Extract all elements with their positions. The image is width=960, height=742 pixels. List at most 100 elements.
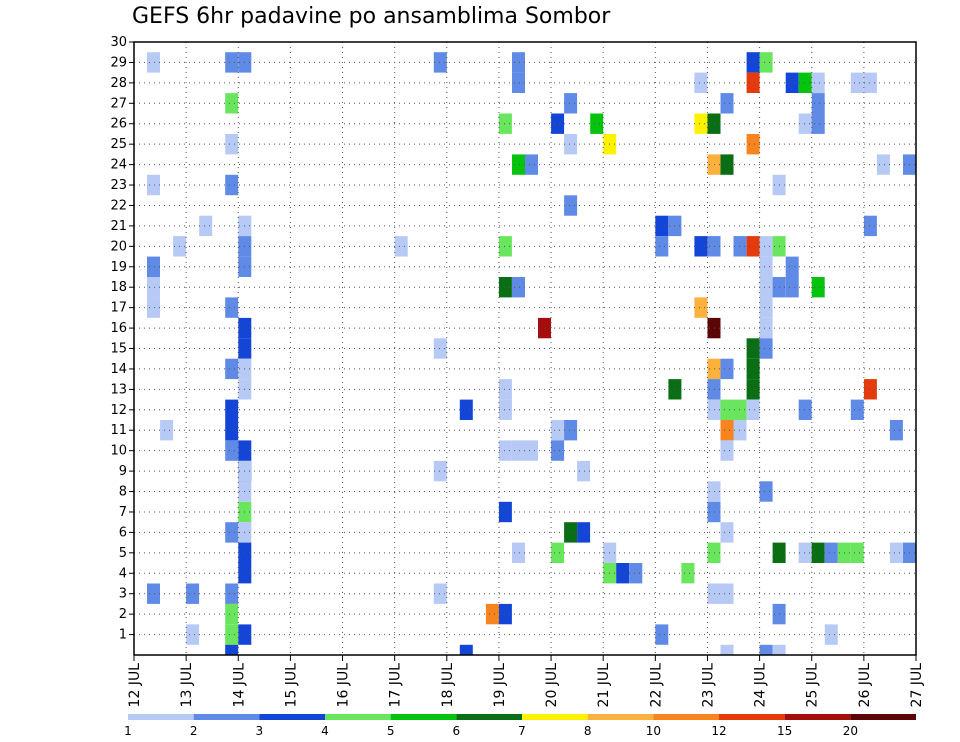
precip-cell xyxy=(746,52,760,73)
precip-cell xyxy=(811,113,825,134)
y-tick-label: 7 xyxy=(119,505,127,520)
x-tick-label: 19 JUL xyxy=(492,663,508,708)
colorbar-swatch xyxy=(522,714,588,720)
y-tick-label: 18 xyxy=(110,280,127,295)
colorbar-swatch xyxy=(259,714,325,720)
x-tick-label: 20 JUL xyxy=(544,663,560,708)
precip-cell xyxy=(577,460,591,482)
colorbar-label: 10 xyxy=(646,724,661,738)
precip-cell xyxy=(772,644,786,655)
colorbar-label: 8 xyxy=(584,724,592,738)
precip-cell xyxy=(720,644,734,655)
colorbar-label: 6 xyxy=(453,724,461,738)
y-tick-label: 20 xyxy=(110,239,127,254)
colorbar-label: 15 xyxy=(777,724,792,738)
precip-cell xyxy=(720,522,734,543)
precip-cell xyxy=(720,154,734,175)
precip-cell xyxy=(551,542,565,563)
precip-cell xyxy=(850,542,864,563)
precip-cell xyxy=(746,72,760,93)
precip-cell xyxy=(564,93,578,114)
precip-cell xyxy=(498,440,512,461)
precip-cell xyxy=(498,277,512,298)
precip-cell xyxy=(199,215,213,237)
colorbar-swatch xyxy=(587,714,654,720)
precip-cell xyxy=(759,317,773,339)
precip-cell xyxy=(225,93,239,114)
y-tick-label: 2 xyxy=(119,607,127,622)
x-tick-label: 27 JUL xyxy=(909,663,925,708)
y-tick-label: 27 xyxy=(110,96,127,111)
x-tick-label: 12 JUL xyxy=(127,663,143,708)
precip-cell xyxy=(824,542,838,563)
x-tick-label: 21 JUL xyxy=(596,663,612,708)
precip-cell xyxy=(433,583,447,604)
precip-cell xyxy=(720,583,734,604)
precip-cell xyxy=(850,72,864,93)
precip-cell xyxy=(811,542,825,563)
precip-cell xyxy=(225,420,239,441)
x-tick-label: 24 JUL xyxy=(753,663,769,708)
grid-layer xyxy=(134,41,916,655)
y-tick-label: 24 xyxy=(110,158,127,173)
precip-cell xyxy=(551,440,565,461)
colorbar-label: 20 xyxy=(843,724,858,738)
y-tick-label: 28 xyxy=(110,76,127,91)
precip-cell xyxy=(147,52,160,73)
y-tick-label: 10 xyxy=(110,444,127,459)
precip-cell xyxy=(147,583,160,604)
precip-cell xyxy=(655,215,669,237)
precip-cell xyxy=(759,52,773,73)
colorbar-label: 4 xyxy=(321,724,329,738)
y-tick-label: 26 xyxy=(110,117,127,132)
precip-cell xyxy=(551,420,565,441)
precip-cell xyxy=(759,481,773,502)
precip-cell xyxy=(147,256,160,277)
precip-cell xyxy=(759,236,773,257)
colorbar-label: 12 xyxy=(711,724,726,738)
precip-cell xyxy=(564,195,578,216)
precip-cell xyxy=(512,277,525,298)
precip-cell xyxy=(720,399,734,420)
precip-cell xyxy=(564,522,578,543)
precip-cell xyxy=(850,399,864,420)
x-tick-label: 16 JUL xyxy=(336,663,352,708)
precip-cell xyxy=(889,542,903,563)
y-tick-label: 13 xyxy=(110,382,127,397)
precip-cell xyxy=(147,174,160,196)
precip-cell xyxy=(616,563,630,584)
precip-cell xyxy=(629,563,643,584)
precip-cell xyxy=(225,522,239,543)
precip-cell xyxy=(225,358,239,380)
precip-cell xyxy=(824,624,838,645)
colorbar-swatch xyxy=(653,714,719,720)
precip-cell xyxy=(694,297,708,318)
precip-cell xyxy=(498,603,512,625)
colorbar-swatch xyxy=(390,714,457,720)
precip-cell xyxy=(512,440,525,461)
colorbar-swatch xyxy=(193,714,260,720)
y-tick-label: 1 xyxy=(119,628,127,643)
x-tick-label: 14 JUL xyxy=(231,663,247,708)
colorbar-label: 5 xyxy=(387,724,395,738)
precip-cell xyxy=(186,583,200,604)
y-tick-label: 9 xyxy=(119,464,127,479)
colorbar-swatch xyxy=(850,714,916,720)
precip-cell xyxy=(759,297,773,318)
y-tick-label: 3 xyxy=(119,587,127,602)
y-tick-label: 22 xyxy=(110,198,127,213)
y-tick-label: 15 xyxy=(110,342,127,357)
precip-cell xyxy=(746,358,760,380)
precip-cell xyxy=(186,624,200,645)
colorbar-swatch xyxy=(784,714,851,720)
precip-cell xyxy=(433,338,447,359)
precip-cell xyxy=(694,113,708,134)
precip-cell xyxy=(811,72,825,93)
precip-cell xyxy=(225,583,239,604)
precip-cell xyxy=(811,277,825,298)
colorbar-label: 2 xyxy=(190,724,198,738)
y-tick-label: 29 xyxy=(110,55,127,70)
precip-cell xyxy=(798,72,812,93)
precip-cell xyxy=(525,154,538,175)
